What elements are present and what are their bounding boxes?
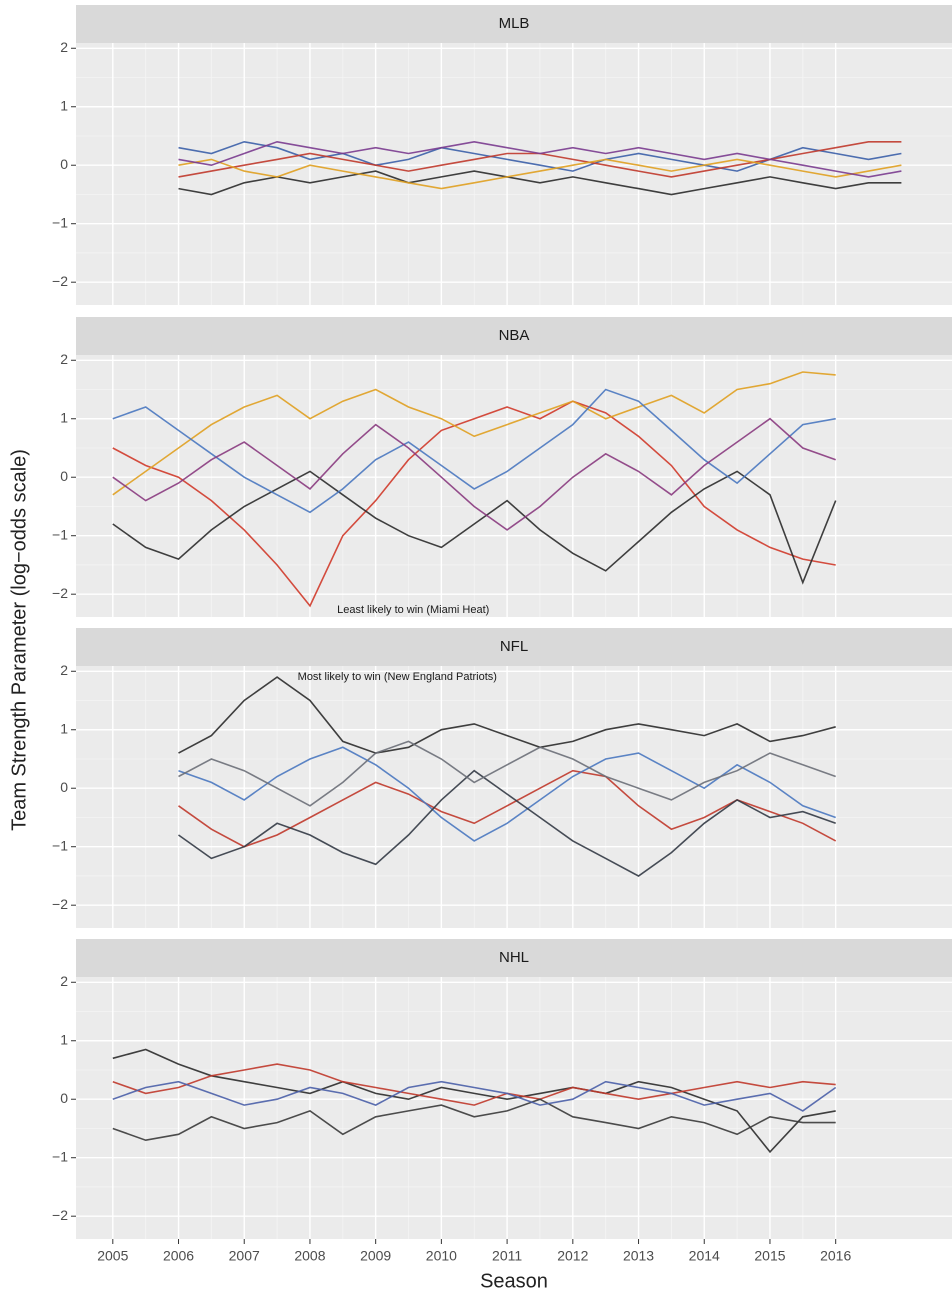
y-tick-label: −1 xyxy=(52,214,68,230)
y-tick-label: −2 xyxy=(52,1207,68,1223)
panel xyxy=(76,355,952,617)
annotation: Least likely to win (Miami Heat) xyxy=(337,604,489,616)
x-tick-label: 2005 xyxy=(97,1248,128,1264)
strip-label: NBA xyxy=(499,327,530,344)
x-axis-title: Season xyxy=(480,1270,548,1292)
strip xyxy=(76,628,952,666)
series-line xyxy=(112,371,836,496)
strip xyxy=(76,939,952,977)
y-tick-label: 1 xyxy=(60,1031,68,1047)
series-line xyxy=(178,740,836,807)
y-tick-label: −1 xyxy=(52,837,68,853)
x-tick-label: 2007 xyxy=(229,1248,260,1264)
y-tick-label: −2 xyxy=(52,896,68,912)
x-tick-label: 2006 xyxy=(163,1248,194,1264)
y-tick-label: 2 xyxy=(60,39,68,55)
series-line xyxy=(112,1080,837,1112)
y-tick-label: −1 xyxy=(52,1148,68,1164)
series-line xyxy=(112,417,836,531)
series-line xyxy=(178,676,836,754)
x-tick-label: 2013 xyxy=(623,1248,654,1264)
y-tick-label: 0 xyxy=(60,468,68,484)
y-axis-title: Team Strength Parameter (log−odds scale) xyxy=(8,449,30,831)
series-line xyxy=(112,470,837,585)
series-line xyxy=(112,388,836,514)
series-line xyxy=(112,400,836,608)
x-tick-label: 2010 xyxy=(426,1248,457,1264)
y-tick-label: 2 xyxy=(60,662,68,678)
series-line xyxy=(178,140,902,178)
x-tick-label: 2012 xyxy=(557,1248,588,1264)
strip-label: MLB xyxy=(499,15,530,32)
y-tick-label: 0 xyxy=(60,779,68,795)
y-tick-label: −2 xyxy=(52,273,68,289)
x-tick-label: 2009 xyxy=(360,1248,391,1264)
y-tick-label: 1 xyxy=(60,409,68,425)
x-tick-label: 2016 xyxy=(820,1248,851,1264)
strip xyxy=(76,317,952,355)
series-line xyxy=(178,158,902,190)
x-tick-label: 2014 xyxy=(689,1248,720,1264)
x-tick-label: 2008 xyxy=(294,1248,325,1264)
series-line xyxy=(178,746,836,842)
series-line xyxy=(112,1098,836,1142)
panel xyxy=(76,43,952,305)
y-tick-label: 0 xyxy=(60,1090,68,1106)
y-tick-label: 0 xyxy=(60,156,68,172)
strip xyxy=(76,5,952,43)
series-line xyxy=(112,1063,836,1106)
y-tick-label: 2 xyxy=(60,973,68,989)
strip-label: NFL xyxy=(500,638,528,655)
strip-label: NHL xyxy=(499,949,529,966)
y-tick-label: −1 xyxy=(52,526,68,542)
series-line xyxy=(178,769,837,848)
x-tick-label: 2011 xyxy=(492,1248,522,1264)
annotation: Most likely to win (New England Patriots… xyxy=(298,671,497,683)
panel xyxy=(76,666,952,928)
x-tick-label: 2015 xyxy=(754,1248,785,1264)
y-tick-label: 2 xyxy=(60,351,68,367)
y-tick-label: −2 xyxy=(52,585,68,601)
y-tick-label: 1 xyxy=(60,720,68,736)
series-line xyxy=(178,769,836,877)
series-line xyxy=(178,170,902,196)
y-tick-label: 1 xyxy=(60,97,68,113)
